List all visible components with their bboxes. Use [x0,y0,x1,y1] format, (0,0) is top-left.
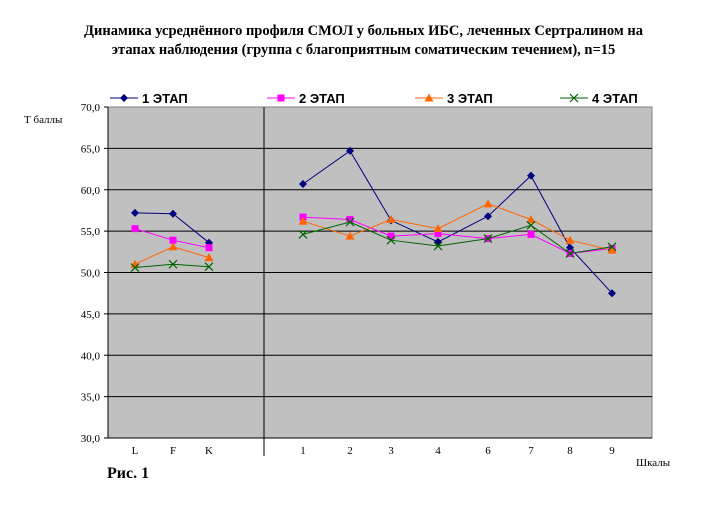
data-point [131,225,139,233]
legend-item: 2 ЭТАП [267,88,345,108]
legend-label: 1 ЭТАП [142,90,188,106]
legend-marker [569,93,579,103]
data-point [434,230,442,238]
chart-legend: 1 ЭТАП 2 ЭТАП 3 ЭТАП 4 ЭТАП [110,88,670,108]
figure-caption: Рис. 1 [107,465,150,482]
y-axis-label: Т баллы [24,114,63,126]
x-tick-label: F [170,445,176,457]
data-point [565,235,575,244]
data-point [168,259,178,269]
legend-label: 2 ЭТАП [299,90,345,106]
chart-title-line-1: Динамика усреднённого профиля СМОЛ у бол… [84,23,643,39]
series-3 [130,199,617,268]
legend-item: 4 ЭТАП [560,88,638,108]
data-point [345,231,355,240]
data-point [131,208,139,217]
y-tick-label: 35,0 [81,392,101,404]
data-point [298,216,308,225]
legend-marker [424,93,434,102]
data-point [527,171,535,180]
data-point [607,242,617,252]
data-point [387,232,395,240]
y-tick-label: 30,0 [81,433,101,445]
legend-marker [120,94,128,102]
legend-label: 4 ЭТАП [592,90,638,106]
x-tick-label: 7 [528,445,534,457]
data-point [526,220,536,230]
legend-label: 3 ЭТАП [447,90,493,106]
data-point [607,245,617,254]
data-point [483,234,493,243]
x-tick-label: 3 [388,445,394,457]
data-point [483,199,493,208]
y-tick-label: 55,0 [81,226,101,238]
data-point [130,263,140,272]
y-tick-label: 50,0 [81,268,101,280]
data-point [433,224,443,233]
legend-marker [277,94,285,102]
y-tick-label: 70,0 [81,102,101,114]
chart-title-line-2: этапах наблюдения (группа с благоприятны… [111,42,616,58]
data-point [566,243,574,252]
legend-item: 1 ЭТАП [110,88,188,108]
series-line [302,216,613,255]
data-point [169,209,177,218]
data-point [168,242,178,251]
x-tick-label: 4 [435,445,441,457]
y-tick-label: 45,0 [81,309,101,321]
data-point [527,230,535,238]
chart-title: Динамика усреднённого профиля СМОЛ у бол… [20,22,707,60]
x-tick-label: 2 [347,445,353,457]
series-4 [130,217,617,272]
data-point [346,216,354,224]
legend-item: 3 ЭТАП [415,88,493,108]
y-tick-label: 65,0 [81,143,101,155]
data-point [346,146,354,155]
legend-swatch [415,93,443,102]
data-point [204,253,214,262]
data-point [386,215,396,224]
series-line [302,203,613,251]
x-axis-label: Шкалы [636,457,671,469]
data-point [299,179,307,188]
series-line [302,221,613,255]
data-point [608,289,616,298]
x-tick-label: 9 [609,445,615,457]
data-point [565,249,575,258]
x-tick-label: 6 [485,445,491,457]
x-tick-label: L [132,445,139,457]
y-tick-label: 60,0 [81,185,101,197]
data-point [205,244,213,252]
legend-swatch [267,94,295,102]
data-point [169,236,177,244]
series-1 [131,146,616,298]
data-point [298,230,308,239]
data-point [484,212,492,221]
x-tick-label: 8 [567,445,573,457]
data-point [386,235,396,245]
x-tick-label: K [205,445,213,457]
data-point [204,262,214,272]
series-line [302,150,613,294]
y-tick-label: 40,0 [81,350,101,362]
data-point [433,241,443,251]
legend-swatch [110,94,138,102]
data-point [345,217,355,227]
x-tick-label: 1 [300,445,306,457]
legend-swatch [560,93,588,103]
data-point [526,215,536,224]
